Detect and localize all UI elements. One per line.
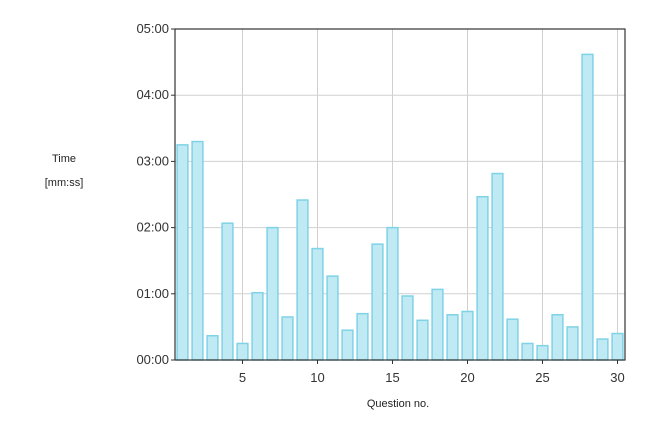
bar-question-1 <box>176 144 189 361</box>
bar-question-3 <box>206 334 219 361</box>
bars <box>176 53 624 361</box>
bar-question-10 <box>311 247 324 361</box>
bar-question-24 <box>521 342 534 361</box>
bar-question-27 <box>566 326 579 361</box>
y-tick-label: 00:00 <box>136 352 169 367</box>
y-axis-label-line2: [mm:ss] <box>45 177 84 189</box>
y-tick-label: 01:00 <box>136 286 169 301</box>
y-tick-label: 03:00 <box>136 153 169 168</box>
bar-question-28 <box>581 53 594 361</box>
y-axis-label-line1: Time <box>52 153 76 165</box>
bar-question-9 <box>296 199 309 361</box>
x-tick-label: 25 <box>535 370 549 385</box>
bar-question-2 <box>191 140 204 361</box>
bar-question-8 <box>281 316 294 361</box>
bar-question-16 <box>401 295 414 361</box>
bar-question-21 <box>476 195 489 361</box>
bar-question-14 <box>371 243 384 361</box>
y-axis-ticks: 00:00 01:00 02:00 03:00 04:00 05:00 <box>136 21 175 367</box>
bar-question-12 <box>341 329 354 361</box>
x-tick-label: 20 <box>460 370 474 385</box>
bar-question-29 <box>596 338 609 361</box>
x-tick-label: 30 <box>610 370 624 385</box>
bar-question-13 <box>356 312 369 361</box>
bar-question-7 <box>266 226 279 361</box>
bar-question-6 <box>251 291 264 361</box>
bar-question-23 <box>506 318 519 361</box>
x-axis-ticks: 5 10 15 20 25 30 <box>239 360 625 385</box>
bar-question-15 <box>386 226 399 361</box>
x-tick-label: 10 <box>310 370 324 385</box>
bar-question-19 <box>446 314 459 361</box>
x-axis-label: Question no. <box>367 398 429 410</box>
bar-question-22 <box>491 172 504 361</box>
bar-question-18 <box>431 288 444 361</box>
bar-question-30 <box>611 332 624 361</box>
bar-question-11 <box>326 275 339 361</box>
plot-frame <box>174 28 626 361</box>
bar-question-25 <box>536 344 549 361</box>
x-tick-label: 5 <box>239 370 246 385</box>
bar-question-26 <box>551 314 564 361</box>
y-tick-label: 04:00 <box>136 87 169 102</box>
y-tick-label: 05:00 <box>136 21 169 36</box>
bar-question-4 <box>221 222 234 361</box>
grid <box>175 28 625 361</box>
bar-question-17 <box>416 319 429 361</box>
x-tick-label: 15 <box>385 370 399 385</box>
bar-question-20 <box>461 310 474 361</box>
bar-question-5 <box>236 342 249 361</box>
y-tick-label: 02:00 <box>136 220 169 235</box>
